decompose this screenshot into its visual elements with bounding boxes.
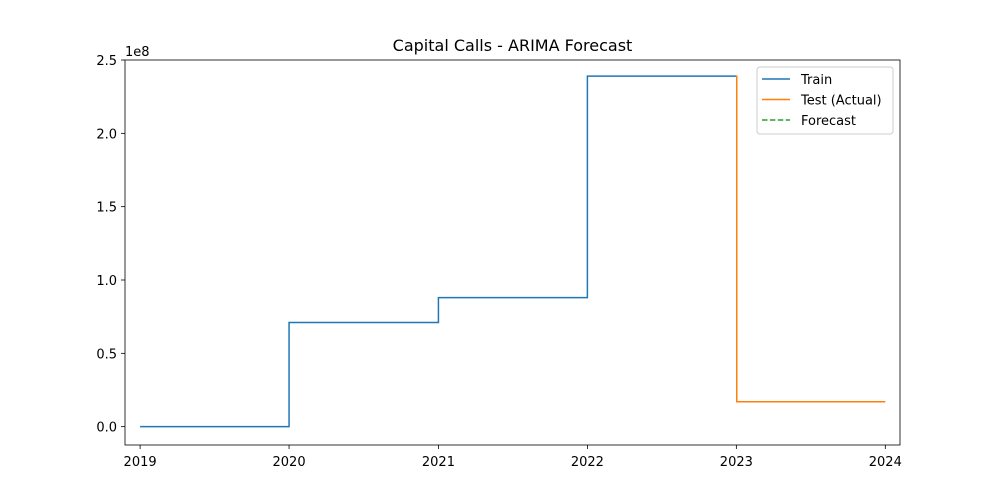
y-tick-label: 2.5	[96, 54, 117, 69]
legend-box	[756, 66, 894, 135]
x-tick-label: 2021	[422, 455, 455, 470]
series-line-train	[140, 75, 737, 428]
y-tick-label: 1.5	[96, 201, 117, 216]
series-layer	[140, 75, 886, 428]
x-tick-label: 2020	[273, 455, 306, 470]
y-tick-label: 1.0	[96, 274, 117, 289]
legend-label: Forecast	[801, 114, 856, 129]
legend: Train Test (Actual) Forecast	[756, 66, 894, 135]
y-axis: 0.0 0.5 1.0 1.5 2.0 2.5	[96, 54, 125, 436]
y-offset-label: 1e8	[125, 45, 150, 60]
axes-frame	[124, 59, 901, 446]
x-tick-label: 2022	[571, 455, 604, 470]
x-tick-label: 2024	[869, 455, 902, 470]
x-tick-label: 2023	[720, 455, 753, 470]
y-tick-label: 0.0	[96, 421, 117, 436]
x-axis: 2019 2020 2021 2022 2023 2024	[124, 445, 902, 470]
y-tick-label: 2.0	[96, 127, 117, 142]
legend-label: Train	[800, 73, 832, 88]
legend-label: Test (Actual)	[800, 94, 882, 109]
y-tick-label: 0.5	[96, 347, 117, 362]
chart-title: Capital Calls - ARIMA Forecast	[393, 36, 633, 55]
x-tick-label: 2019	[124, 455, 157, 470]
series-line-test-actual	[736, 75, 886, 403]
